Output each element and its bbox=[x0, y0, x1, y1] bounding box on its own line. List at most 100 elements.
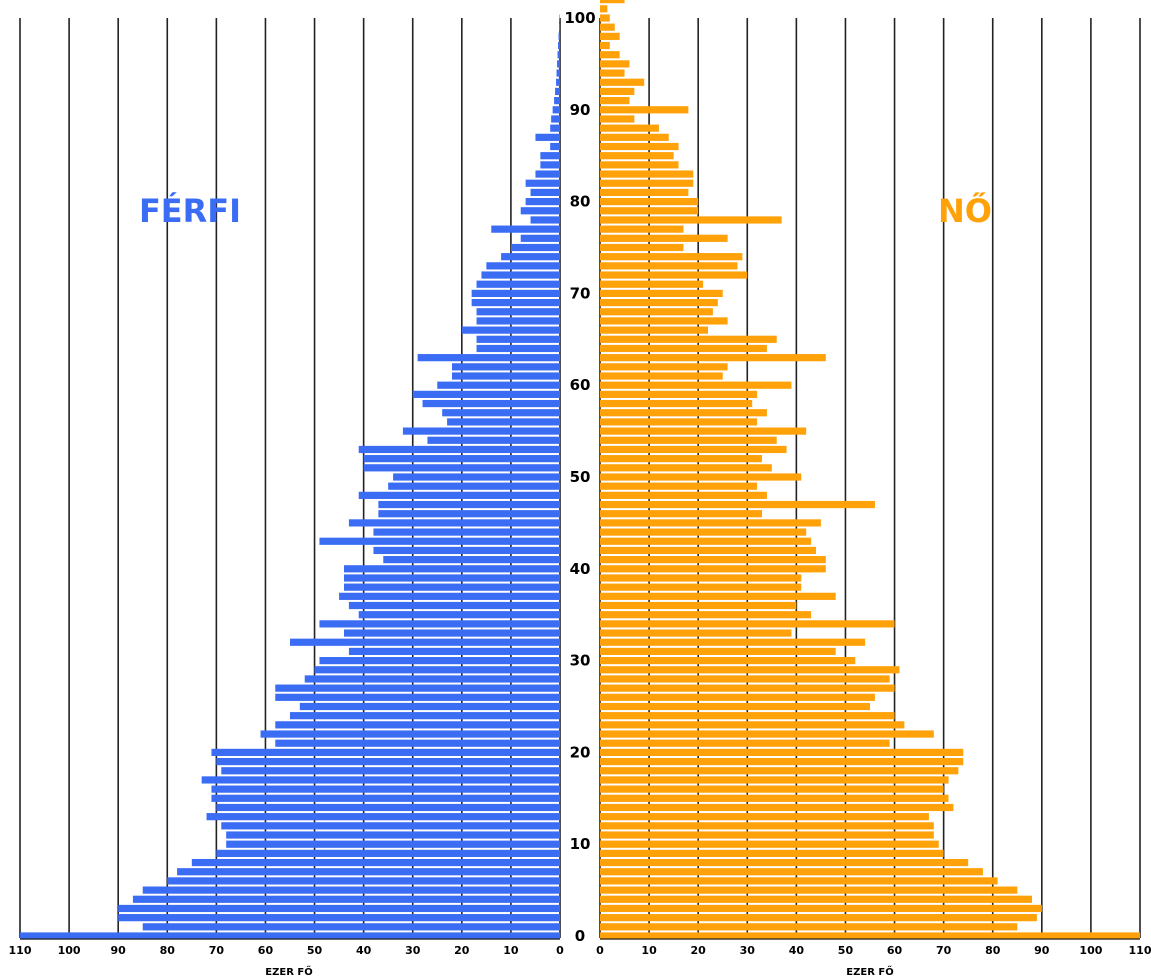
female-bar bbox=[600, 583, 802, 591]
female-bar bbox=[600, 41, 610, 50]
female-bar bbox=[600, 225, 684, 233]
female-bar bbox=[600, 657, 856, 665]
female-bar bbox=[600, 904, 1042, 913]
female-bar bbox=[600, 877, 998, 885]
female-bar bbox=[600, 629, 792, 637]
male-bar bbox=[486, 262, 560, 270]
male-bar bbox=[373, 528, 560, 536]
age-tick: 0 bbox=[575, 927, 585, 945]
female-bar bbox=[600, 87, 635, 96]
male-bar bbox=[216, 803, 560, 812]
female-bar bbox=[600, 179, 694, 187]
female-bar bbox=[600, 822, 934, 830]
male-bar bbox=[559, 14, 561, 22]
series-label-female: NŐ bbox=[938, 191, 992, 230]
female-bar bbox=[600, 188, 689, 197]
male-bar bbox=[363, 464, 560, 472]
x-tick-right: 90 bbox=[1034, 944, 1050, 957]
male-bar bbox=[211, 794, 561, 802]
x-tick-left: 70 bbox=[209, 944, 225, 957]
age-tick: 50 bbox=[570, 468, 591, 486]
male-bar bbox=[481, 271, 560, 279]
female-bar bbox=[600, 69, 625, 77]
gridlines bbox=[19, 18, 1141, 938]
male-bar bbox=[476, 344, 560, 353]
female-bar bbox=[600, 23, 615, 31]
male-bar bbox=[118, 914, 560, 922]
male-bar bbox=[299, 702, 560, 711]
x-tick-right: 50 bbox=[838, 944, 854, 957]
female-bar bbox=[600, 317, 728, 325]
female-bar bbox=[600, 895, 1032, 903]
x-tick-left: 80 bbox=[160, 944, 176, 957]
female-bar bbox=[600, 381, 792, 389]
female-bar bbox=[600, 803, 954, 812]
male-bar bbox=[520, 234, 560, 242]
male-bar bbox=[427, 436, 560, 444]
female-bar bbox=[600, 133, 669, 141]
male-bar bbox=[344, 583, 560, 591]
female-bar bbox=[600, 546, 816, 555]
female-bar bbox=[600, 161, 679, 169]
female-bar bbox=[600, 234, 728, 242]
male-bar bbox=[535, 170, 560, 178]
male-bar bbox=[476, 280, 560, 288]
male-bar bbox=[552, 106, 560, 114]
male-bar bbox=[358, 445, 560, 454]
male-bar bbox=[275, 721, 560, 729]
male-bar bbox=[556, 69, 560, 77]
female-bar bbox=[600, 253, 743, 261]
female-bar bbox=[600, 115, 635, 123]
male-bar bbox=[393, 473, 560, 481]
male-bar bbox=[290, 712, 560, 720]
female-bar bbox=[600, 794, 949, 802]
male-bar bbox=[348, 601, 560, 610]
female-bar bbox=[600, 473, 802, 481]
male-bars bbox=[20, 14, 561, 940]
female-bar bbox=[600, 886, 1018, 894]
female-bar bbox=[600, 142, 679, 151]
male-bar bbox=[142, 923, 560, 931]
male-bar bbox=[348, 519, 560, 527]
male-bar bbox=[383, 556, 560, 564]
age-tick: 40 bbox=[570, 560, 591, 578]
male-bar bbox=[201, 776, 561, 784]
female-bar bbox=[600, 207, 699, 215]
male-bar bbox=[520, 207, 560, 215]
male-bar bbox=[491, 225, 560, 233]
x-tick-right: 80 bbox=[985, 944, 1001, 957]
female-bar bbox=[600, 326, 708, 334]
female-bar bbox=[600, 849, 944, 857]
male-bar bbox=[319, 620, 560, 628]
female-bar bbox=[600, 611, 812, 619]
female-bar bbox=[600, 5, 608, 13]
female-bar bbox=[600, 693, 875, 701]
female-bar bbox=[600, 840, 939, 848]
male-bar bbox=[535, 133, 560, 141]
female-bar bbox=[600, 308, 713, 316]
female-bar bbox=[600, 620, 895, 628]
x-tick-right: 0 bbox=[596, 944, 604, 957]
male-bar bbox=[226, 840, 560, 848]
male-bar bbox=[525, 179, 560, 187]
female-bars bbox=[600, 0, 1140, 940]
female-bar bbox=[600, 216, 782, 224]
x-tick-left: 90 bbox=[111, 944, 127, 957]
male-bar bbox=[557, 60, 560, 68]
male-bar bbox=[358, 491, 560, 499]
age-tick: 30 bbox=[570, 652, 591, 670]
female-bar bbox=[600, 519, 821, 527]
age-tick: 80 bbox=[570, 193, 591, 211]
male-bar bbox=[304, 675, 560, 683]
age-tick: 100 bbox=[564, 9, 595, 27]
female-bar bbox=[600, 418, 758, 426]
male-bar bbox=[530, 188, 560, 197]
age-tick: 60 bbox=[570, 376, 591, 394]
female-bar bbox=[600, 198, 699, 206]
male-bar bbox=[191, 858, 560, 867]
male-bar bbox=[402, 427, 560, 435]
female-bar bbox=[600, 243, 684, 252]
